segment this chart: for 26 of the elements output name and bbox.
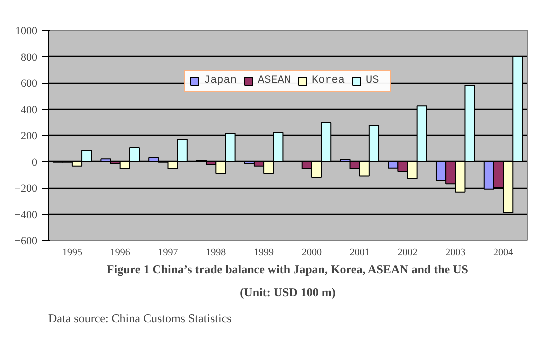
- y-tick-label: −600: [14, 236, 38, 248]
- x-tick-label: 1999: [254, 248, 274, 258]
- legend-label: ASEAN: [258, 75, 292, 87]
- x-tick-label: 2004: [494, 248, 514, 258]
- y-tick-label: 800: [21, 52, 38, 64]
- source-note: Data source: China Customs Statistics: [48, 312, 232, 326]
- y-tick-label: 1000: [16, 26, 38, 38]
- legend-label: US: [366, 75, 380, 87]
- y-tick-label: −200: [14, 183, 38, 195]
- text: (Unit: USD 100 m): [240, 286, 336, 300]
- legend-label: Korea: [312, 75, 346, 87]
- x-tick-label: 1997: [158, 248, 178, 258]
- y-tick-label: 0: [32, 156, 38, 169]
- y-tick-label: 400: [21, 104, 38, 116]
- text: Figure 1 China’s trade balance with Japan, Korea, ASEAN and the US: [106, 262, 469, 276]
- x-tick-label: 1996: [110, 248, 130, 258]
- x-tick-label: 2002: [398, 248, 418, 258]
- x-tick-label: 2000: [302, 248, 322, 258]
- y-tick-label: −400: [14, 209, 38, 222]
- x-tick-label: 2003: [446, 248, 466, 258]
- x-tick-label: 1998: [206, 248, 226, 258]
- y-tick-label: 200: [21, 130, 38, 142]
- x-tick-label: 2001: [350, 248, 370, 258]
- x-tick-label: 1995: [62, 248, 82, 258]
- legend-label: Japan: [204, 75, 237, 87]
- y-tick-label: 600: [21, 78, 38, 90]
